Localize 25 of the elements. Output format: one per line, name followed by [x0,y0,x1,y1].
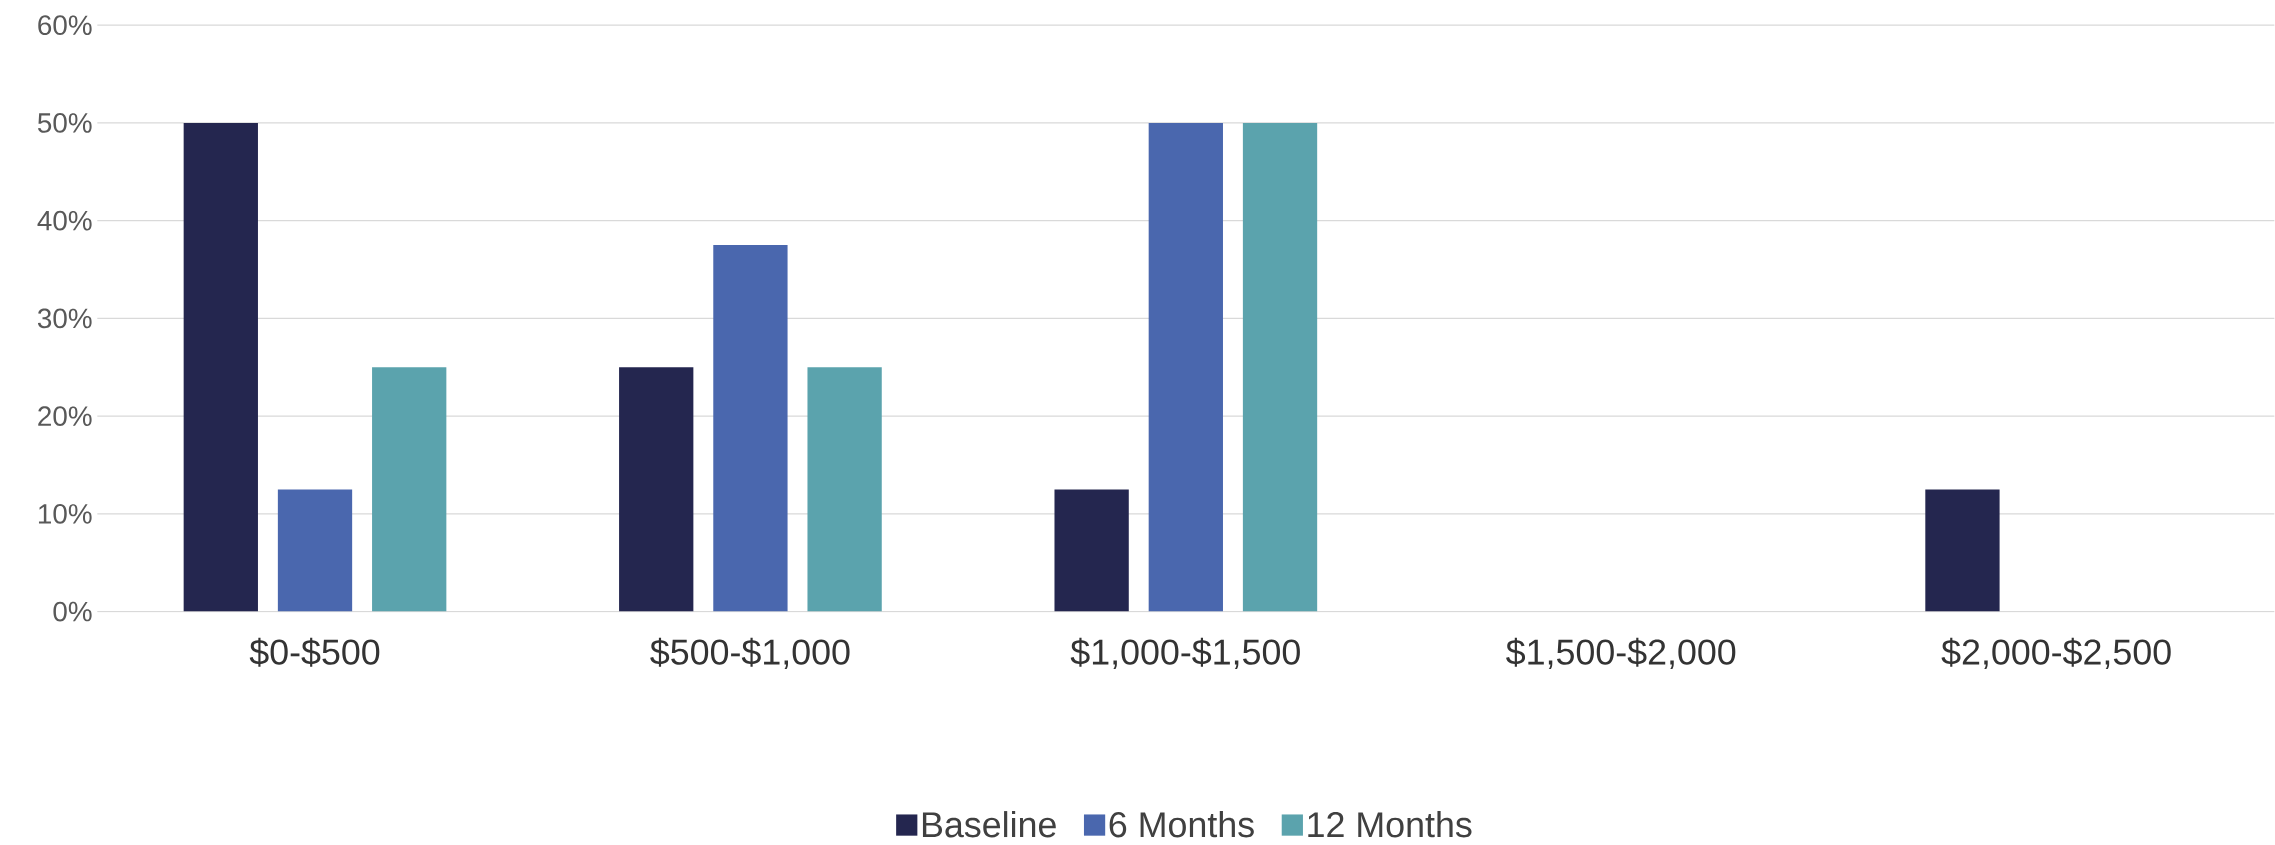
x-tick-label: $500-$1,000 [650,637,850,669]
bar [372,367,447,612]
x-tick-label: $1,000-$1,500 [1070,637,1300,669]
bar [1925,489,2000,612]
legend-label: 12 Months [1308,811,1472,838]
y-tick-label: 40% [37,210,92,231]
legend-label: 6 Months [1109,811,1254,838]
bar [1148,122,1223,612]
x-tick-label: $2,000-$2,500 [1941,637,2171,669]
bar [1054,489,1129,612]
x-tick-label: $1,500-$2,000 [1506,637,1736,669]
bar [1242,122,1318,612]
bar [183,122,258,612]
y-tick-label: 10% [38,503,92,524]
y-tick-label: 20% [38,406,92,426]
y-tick-label: 0% [53,601,92,622]
y-tick-label: 50% [37,113,92,133]
bar [277,489,353,612]
x-tick-label: $0-$500 [249,637,380,667]
y-tick-label: 30% [37,308,92,329]
bar [807,367,882,612]
legend-label: Baseline [922,811,1056,838]
bar [619,367,694,612]
bar [713,245,788,612]
y-tick-label: 60% [38,15,92,36]
